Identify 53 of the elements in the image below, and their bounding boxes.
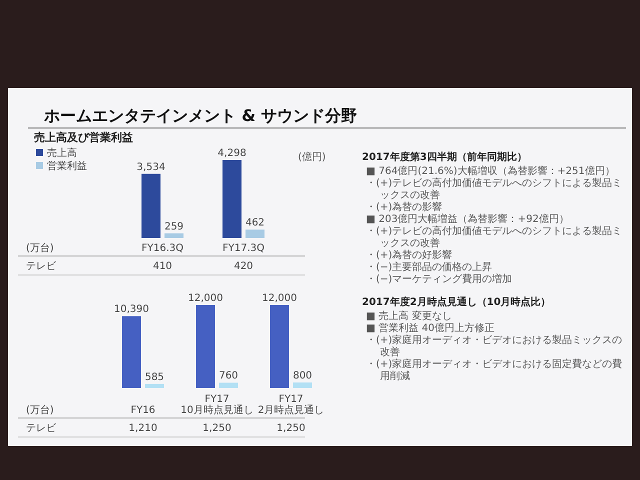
- data-label: 259: [164, 221, 184, 232]
- text: ■ 営業利益 40億円上方修正: [366, 322, 495, 334]
- text: ・(+)テレビの高付加価値モデルへのシフトによる製品ミックスの改善: [366, 177, 622, 201]
- text: 2017年度第3四半期（前年同期比）: [362, 151, 527, 163]
- text: ・(+)為替の好影響: [366, 249, 452, 261]
- data-label: 760: [218, 370, 238, 382]
- data-label: 12,000: [188, 293, 223, 304]
- text: ・(−)主要部品の価格の上昇: [366, 261, 492, 273]
- bar: [196, 305, 215, 388]
- x-tick-label: FY16: [130, 405, 156, 416]
- data-label: 4,298: [218, 148, 246, 159]
- bar: [219, 382, 238, 388]
- text: テレビ: [26, 423, 57, 434]
- chart-title: ホームエンタテインメント & サウンド分野: [43, 106, 358, 125]
- text: 410: [152, 261, 172, 272]
- data-label: 10,390: [114, 304, 149, 316]
- bar: [164, 233, 184, 238]
- text: 1,250: [276, 423, 306, 434]
- text: ・(−)マーケティング費用の増加: [366, 273, 512, 285]
- data-label: 462: [245, 218, 265, 229]
- x-tick-label: FY17.3Q: [222, 243, 265, 254]
- text: ■ 764億円(21.6%)大幅増収（為替影響：+251億円）: [366, 165, 615, 177]
- legend-label: 営業利益: [47, 160, 87, 172]
- text: 420: [234, 261, 254, 272]
- x-tick-label: FY17 10月時点見通し: [180, 394, 254, 416]
- text: (万台): [26, 404, 54, 416]
- bar: [142, 174, 160, 238]
- x-tick-label: FY16.3Q: [142, 243, 184, 254]
- text: ■ 203億円大幅増益（為替影響：+92億円）: [366, 213, 569, 225]
- bar: [122, 316, 141, 388]
- bar: [222, 160, 242, 238]
- text: ・(+)テレビの高付加価値モデルへのシフトによる製品ミックスの改善: [366, 225, 622, 249]
- text: (万台): [26, 242, 54, 254]
- bar: [293, 382, 312, 388]
- data-label: 800: [292, 370, 312, 382]
- y-axis-title: (億円): [298, 151, 326, 163]
- data-label: 3,534: [136, 162, 166, 173]
- text: 1,250: [202, 423, 232, 434]
- data-label: 585: [144, 372, 164, 383]
- bar: [270, 305, 289, 388]
- text: テレビ: [26, 261, 57, 272]
- bar: [145, 384, 164, 388]
- text: ・(+)家庭用オーディオ・ビデオにおける固定費などの費用削減: [366, 358, 622, 382]
- text: ・(+)為替の影響: [366, 201, 442, 213]
- text: 1,210: [128, 423, 158, 434]
- bar: [246, 230, 264, 238]
- legend-label: 売上高: [47, 147, 77, 159]
- text: 2017年度2月時点見通し（10月時点比）: [362, 296, 551, 308]
- text: ・(+)家庭用オーディオ・ビデオにおける製品ミックスの改善: [366, 334, 622, 358]
- chart-subtitle: 売上高及び営業利益: [34, 131, 133, 144]
- data-label: 12,000: [262, 293, 297, 304]
- text: ■ 売上高 変更なし: [366, 310, 452, 322]
- x-tick-label: FY17 2月時点見通し: [258, 394, 324, 416]
